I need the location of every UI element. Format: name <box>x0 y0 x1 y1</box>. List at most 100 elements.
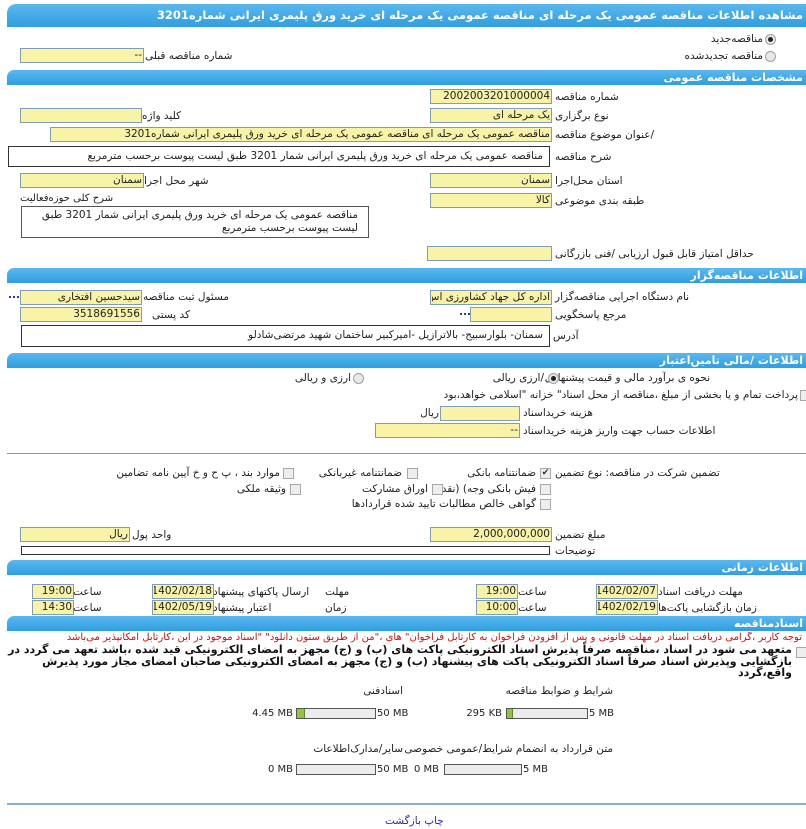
reference-more-button[interactable]: ... <box>459 306 471 318</box>
guarantee-checkbox-nonbank[interactable] <box>407 468 418 479</box>
section-finance: اطلاعات /مالی تامین‌اعتبار <box>7 353 806 368</box>
file-progress-bar <box>296 708 376 719</box>
guarantee-checkbox-bonds[interactable] <box>432 484 443 495</box>
guarantee-checkbox-claims[interactable] <box>540 499 551 510</box>
opening-label: زمان بازگشایی پاکت‌ها <box>658 602 757 614</box>
file-label: متن قرارداد به انضمام شرایط/عمومی خصوصی <box>404 743 613 755</box>
guarantee-option-label: وثیقه ملکی <box>236 483 286 495</box>
description-box: مناقصه عمومی یک مرحله ای خرید ورق پلیمری… <box>8 146 550 167</box>
page-title-bar: مشاهده اطلاعات مناقصه عمومی یک مرحله ای … <box>7 4 806 27</box>
postal-code-input[interactable] <box>20 307 142 322</box>
footer-links: چاپ بازگشت <box>385 815 444 827</box>
file-max-size: 5 MB <box>523 764 549 775</box>
opening-time-input[interactable] <box>476 600 518 615</box>
org-name-input[interactable] <box>430 290 552 305</box>
guarantee-checkbox-bank[interactable]: ✔ <box>540 468 551 479</box>
subject-input[interactable] <box>50 127 552 142</box>
city-input[interactable] <box>20 173 144 188</box>
guarantee-type-label: تضمین شرکت در مناقصه: نوع تضمین <box>555 467 720 479</box>
file-progress-fill <box>507 709 513 718</box>
section-organizer: اطلاعات مناقصه‌گزار <box>7 268 806 283</box>
previous-tender-label: شماره مناقصه قبلی <box>145 50 233 62</box>
holding-type-label: نوع برگزاری <box>555 110 609 122</box>
doc-cost-unit: ریال <box>420 407 439 419</box>
file-progress-fill <box>297 709 305 718</box>
previous-tender-input[interactable] <box>20 48 144 63</box>
city-label: شهر محل اجرا <box>144 175 209 187</box>
submission-prefix: مهلت <box>325 586 350 598</box>
responsible-more-button[interactable]: ... <box>8 289 20 301</box>
min-score-input[interactable] <box>427 246 552 261</box>
section-documents: اسنادمناقصه <box>7 616 806 631</box>
category-label: طبقه بندی موضوعی <box>555 195 645 207</box>
doc-cost-label: هزینه خریداسناد <box>523 407 593 419</box>
holding-type-input[interactable] <box>430 108 552 123</box>
reference-input[interactable] <box>470 307 552 322</box>
guarantee-option-label: گواهی خالص مطالبات تایید شده قراردادها <box>351 498 536 510</box>
account-info-input[interactable] <box>375 423 520 438</box>
guarantee-checkbox-cash[interactable] <box>540 484 551 495</box>
category-input[interactable] <box>430 193 552 208</box>
guarantee-amount-input[interactable] <box>430 527 552 542</box>
renewed-tender-radio[interactable] <box>765 51 776 62</box>
file-used-size: 295 KB <box>466 708 502 719</box>
file-used-size: 0 MB <box>267 764 293 775</box>
fx-rial-label: ارزی و ریالی <box>294 372 351 384</box>
account-info-label: اطلاعات حساب جهت واریز هزینه خریداسناد <box>523 425 716 437</box>
min-score-label: حداقل امتیاز قابل قبول ارزیابی /فنی بازر… <box>555 248 754 260</box>
section-general: مشخصات مناقصه عمومی <box>7 70 806 85</box>
file-used-size: 4.45 MB <box>252 708 293 719</box>
payment-note: پرداخت تمام و یا بخشی از مبلغ ،مناقصه از… <box>443 389 798 401</box>
doc-receipt-time-input[interactable] <box>476 584 518 599</box>
file-progress-bar <box>506 708 588 719</box>
time-label: ساعت <box>73 586 102 598</box>
submission-time-input[interactable] <box>32 584 74 599</box>
validity-date-input[interactable] <box>152 600 214 615</box>
section-organizer-title: اطلاعات مناقصه‌گزار <box>690 269 804 282</box>
rial-label: /ارزی ریالی <box>492 372 544 384</box>
currency-label: واحد پول <box>132 529 172 541</box>
new-tender-radio[interactable] <box>765 34 776 45</box>
rial-radio[interactable] <box>548 373 559 384</box>
submission-label: ارسال پاکتهای پیشنهاد <box>213 586 310 598</box>
payment-checkbox[interactable] <box>800 390 806 401</box>
section-timing-title: اطلاعات زمانی <box>721 561 803 574</box>
guarantee-option-label: فیش بانکی وجه) (نقد <box>441 483 536 495</box>
fx-rial-radio[interactable] <box>353 373 364 384</box>
renewed-tender-label: مناقصه تجدیدشده <box>684 50 763 62</box>
keyword-input[interactable] <box>20 108 142 123</box>
responsible-input[interactable] <box>20 290 142 305</box>
description-label: شرح مناقصه <box>555 151 612 163</box>
currency-input[interactable] <box>20 527 130 542</box>
new-tender-label: مناقصه‌جدید <box>710 33 763 45</box>
address-box: سمنان- بلوارسبیج- بالاترازیل -امیرکبیر س… <box>21 325 550 347</box>
section-timing: اطلاعات زمانی <box>7 560 806 575</box>
submission-date-input[interactable] <box>152 584 214 599</box>
responsible-label: مسئول ثبت مناقصه <box>143 291 230 303</box>
opening-date-input[interactable] <box>596 600 658 615</box>
activity-box: مناقصه عمومی یک مرحله ای خرید ورق پلیمری… <box>21 206 369 238</box>
print-link[interactable]: چاپ <box>424 815 444 827</box>
file-max-size: 50 MB <box>377 764 409 775</box>
guarantee-checkbox-regulation[interactable] <box>283 468 294 479</box>
org-name-label: نام دستگاه اجرایی مناقصه‌گزار <box>555 291 690 303</box>
doc-cost-input[interactable] <box>440 406 520 421</box>
address-label: آدرس <box>553 330 579 342</box>
guarantee-checkbox-property[interactable] <box>290 484 301 495</box>
time-label: ساعت <box>518 602 547 614</box>
province-input[interactable] <box>430 173 552 188</box>
doc-receipt-date-input[interactable] <box>596 584 658 599</box>
validity-time-input[interactable] <box>32 600 74 615</box>
file-label: اسنادفنی <box>363 685 403 697</box>
commitment-text: متعهد می شود در اسناد ،مناقصه صرفاً پذیر… <box>8 643 792 679</box>
notes-label: توضیحات <box>555 545 596 557</box>
file-label: شرایط و ضوابط مناقصه <box>505 685 613 697</box>
divider <box>7 453 806 454</box>
activity-label: شرح کلی حوزه‌فعالیت <box>20 193 114 204</box>
tender-number-input[interactable] <box>430 89 552 104</box>
file-progress-bar <box>444 764 522 775</box>
commitment-checkbox[interactable] <box>796 647 806 658</box>
documents-notice: توجه کاربر ،گرامی دریافت اسناد در مهلت ق… <box>66 632 802 643</box>
back-link[interactable]: بازگشت <box>385 815 421 827</box>
tender-number-label: شماره مناقصه <box>555 91 619 103</box>
